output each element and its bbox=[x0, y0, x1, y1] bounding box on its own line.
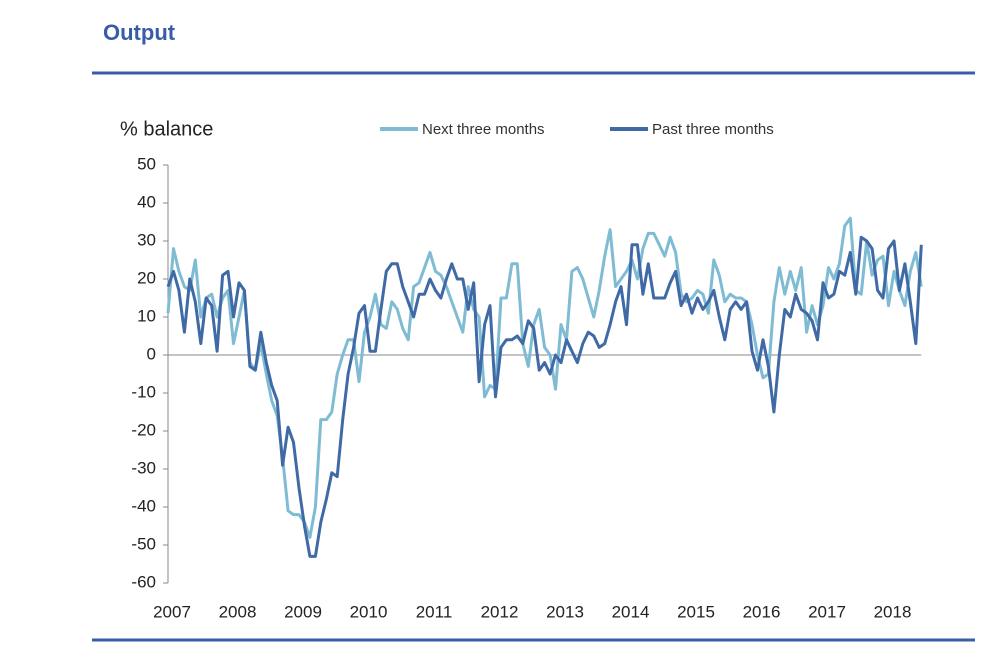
y-tick-label: 50 bbox=[137, 154, 156, 173]
legend-label: Next three months bbox=[422, 121, 545, 138]
y-tick-label: 20 bbox=[137, 268, 156, 287]
x-tick-label: 2018 bbox=[874, 602, 912, 621]
y-tick-label: -40 bbox=[131, 496, 156, 515]
x-tick-label: 2010 bbox=[350, 602, 388, 621]
x-tick-label: 2015 bbox=[677, 602, 715, 621]
x-tick-label: 2017 bbox=[808, 602, 846, 621]
x-tick-label: 2014 bbox=[612, 602, 650, 621]
y-tick-label: 0 bbox=[147, 344, 156, 363]
y-tick-label: -60 bbox=[131, 572, 156, 591]
x-tick-label: 2012 bbox=[481, 602, 519, 621]
legend-label: Past three months bbox=[652, 121, 774, 138]
y-tick-label: -30 bbox=[131, 458, 156, 477]
x-tick-label: 2007 bbox=[153, 602, 191, 621]
series-line bbox=[166, 216, 923, 539]
x-tick-label: 2008 bbox=[219, 602, 257, 621]
x-tick-label: 2016 bbox=[743, 602, 781, 621]
x-tick-label: 2011 bbox=[416, 602, 453, 621]
y-tick-label: 10 bbox=[137, 306, 156, 325]
x-tick-label: 2009 bbox=[284, 602, 322, 621]
y-tick-label: -20 bbox=[131, 420, 156, 439]
y-tick-label: -50 bbox=[131, 534, 156, 553]
chart-title: Output bbox=[103, 20, 176, 45]
y-tick-label: -10 bbox=[131, 382, 156, 401]
x-tick-label: 2013 bbox=[546, 602, 584, 621]
series-line bbox=[166, 235, 923, 558]
y-axis-label: % balance bbox=[120, 118, 213, 140]
y-tick-label: 30 bbox=[137, 230, 156, 249]
y-tick-label: 40 bbox=[137, 192, 156, 211]
